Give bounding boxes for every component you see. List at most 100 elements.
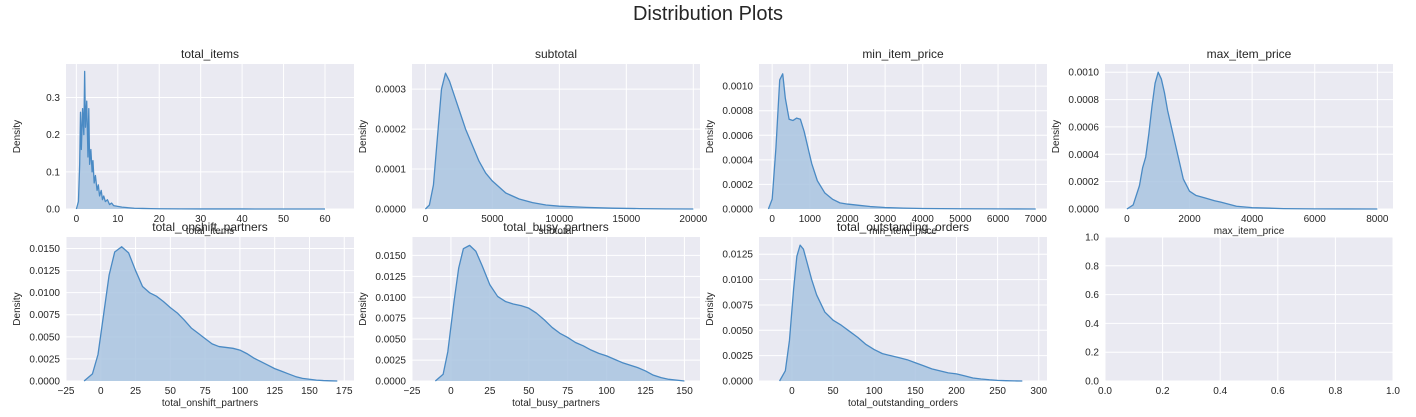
x-tick-label: 0.4 [1213,386,1227,397]
y-tick-label: 0.0100 [29,288,60,299]
y-tick-label: 0.0003 [375,85,406,96]
x-tick-label: 300 [1030,386,1047,397]
x-tick-label: 0.6 [1271,386,1285,397]
y-tick-label: 0.0050 [722,326,753,337]
x-tick-label: 15000 [612,214,640,225]
y-tick-label: 0.0004 [722,155,753,166]
x-tick-label: 10000 [545,214,573,225]
y-tick-label: 0.0 [46,205,60,216]
x-tick-label: 100 [866,386,883,397]
subplot-title: subtotal [535,47,577,61]
density-line [779,244,1023,382]
x-tick-label: 6000 [1304,214,1327,225]
y-tick-label: 0.0002 [375,125,406,136]
x-tick-label: 150 [676,386,693,397]
y-tick-label: 0.0000 [375,205,406,216]
x-axis-label: max_item_price [1214,226,1285,237]
y-tick-label: 0.0075 [722,300,753,311]
x-tick-label: 40 [237,214,249,225]
x-tick-label: 4000 [1241,214,1264,225]
x-tick-label: 200 [948,386,965,397]
y-tick-label: 0.0100 [375,293,406,304]
x-tick-label: 0 [1124,214,1130,225]
x-tick-label: 50 [523,386,535,397]
x-tick-label: 125 [637,386,654,397]
y-tick-label: 0.0025 [29,354,60,365]
x-tick-label: 0 [423,214,429,225]
subplot-2: 0 5000 10000 15000 20000 0.0000 0.0001 0.0002 0.… [358,47,708,237]
y-axis-label: Density [358,120,369,153]
x-tick-label: 2000 [836,214,859,225]
x-tick-label: 30 [195,214,207,225]
y-tick-label: 0.2 [1085,348,1099,359]
y-tick-label: 0.0 [1085,377,1099,388]
subplot-7: 0 50 100 150 200 250 300 0.0000 0.0025 0.0050 0.00… [705,220,1048,409]
density-line [424,72,694,210]
x-tick-label: 5000 [481,214,504,225]
x-tick-label: 150 [907,386,924,397]
x-tick-label: 175 [336,386,353,397]
x-tick-label: 150 [301,386,318,397]
subplot-title: min_item_price [862,47,944,61]
x-axis-label: total_onshift_partners [162,398,258,409]
x-tick-label: 0.8 [1328,386,1342,397]
y-tick-label: 0.0025 [375,356,406,367]
axes-background [1105,237,1393,381]
subplot-4: 0 2000 4000 6000 8000 0.0000 0.0002 0.0004 0.000… [1051,47,1393,237]
x-tick-label: 3000 [874,214,897,225]
y-tick-label: 0.3 [46,93,60,104]
x-tick-label: 60 [319,214,331,225]
density-area [1126,72,1378,210]
x-tick-label: 250 [989,386,1006,397]
y-tick-label: 0.0000 [29,377,60,388]
x-tick-label: 1000 [799,214,822,225]
y-tick-label: 0.0050 [375,335,406,346]
x-tick-label: 0 [98,386,104,397]
y-tick-label: 0.0008 [1068,95,1099,106]
y-tick-label: 0.2 [46,130,60,141]
y-tick-label: 1.0 [1085,233,1099,244]
y-tick-label: 0.0000 [375,377,406,388]
x-tick-label: 20000 [679,214,707,225]
subplot-3: 0 1000 2000 3000 4000 5000 6000 7000 0.0000 0.000… [705,47,1047,237]
x-tick-label: 8000 [1366,214,1389,225]
x-tick-label: −25 [58,386,75,397]
x-axis-label: subtotal [538,226,573,237]
density-area [425,73,694,209]
density-line [434,244,685,382]
x-axis-label: total_busy_partners [512,398,600,409]
y-tick-label: 0.0000 [1068,205,1099,216]
x-tick-label: 20 [154,214,166,225]
density-area [84,246,338,381]
x-tick-label: 0 [789,386,795,397]
x-tick-label: 1.0 [1386,386,1400,397]
y-tick-label: 0.0125 [29,266,60,277]
x-tick-label: 100 [598,386,615,397]
x-tick-label: 50 [827,386,839,397]
density-line [75,70,325,210]
x-tick-label: 5000 [949,214,972,225]
x-axis-label: min_item_price [869,226,937,237]
y-tick-label: 0.1 [46,167,60,178]
y-tick-label: 0.0002 [722,180,753,191]
y-tick-label: 0.0006 [722,131,753,142]
density-line [767,73,1036,210]
y-tick-label: 0.0125 [722,250,753,261]
y-tick-label: 0.0075 [375,314,406,325]
x-tick-label: 125 [266,386,283,397]
x-tick-label: 6000 [987,214,1010,225]
y-tick-label: 0.0075 [29,310,60,321]
y-tick-label: 0.0100 [722,275,753,286]
subplot-6: −25 0 25 50 75 100 125 150 0.0000 0.0025 0.0050 0.0… [358,220,700,409]
x-tick-label: 10 [112,214,124,225]
density-area [779,245,1023,381]
y-tick-label: 0.0004 [1068,150,1099,161]
y-tick-label: 0.0125 [375,272,406,283]
y-tick-label: 0.0150 [29,244,60,255]
y-tick-label: 0.4 [1085,319,1099,330]
y-tick-label: 0.0010 [722,82,753,93]
x-tick-label: 2000 [1178,214,1201,225]
x-tick-label: 50 [165,386,177,397]
